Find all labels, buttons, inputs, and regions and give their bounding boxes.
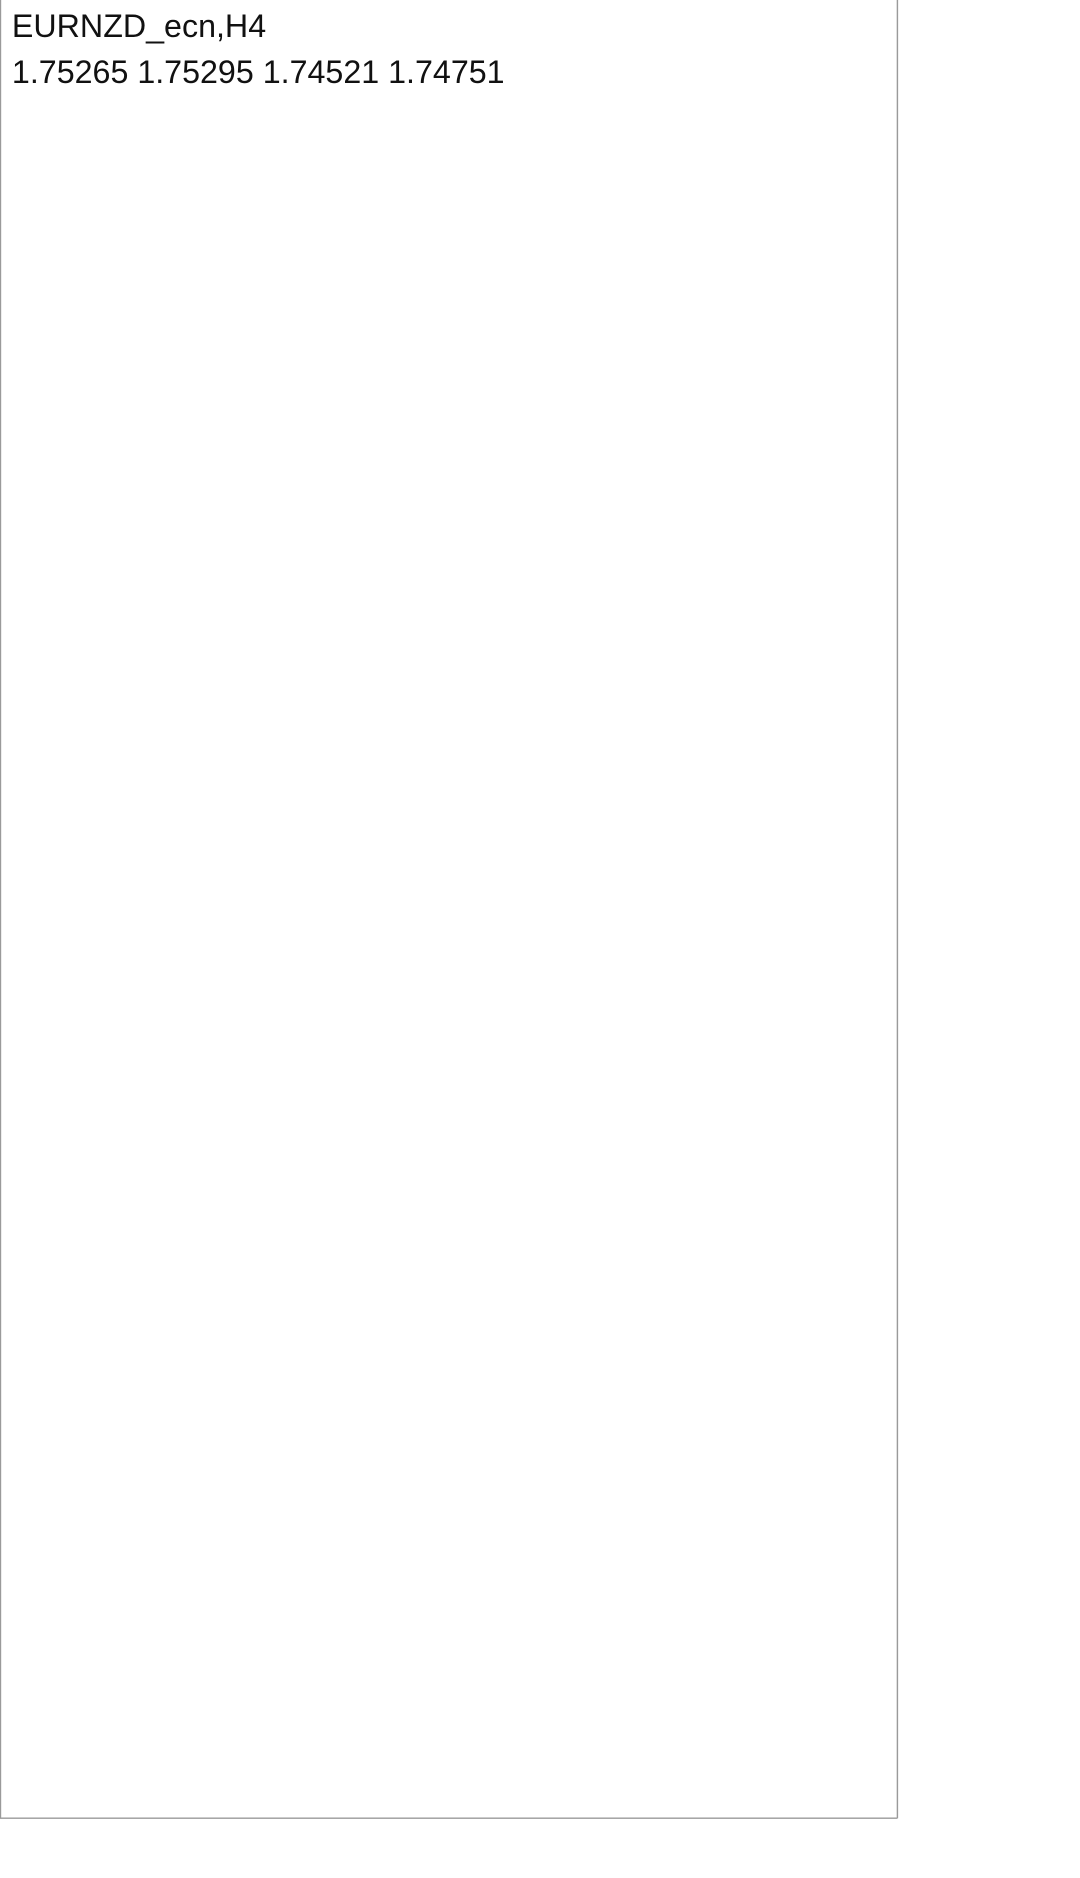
high-value: 1.75295 — [137, 54, 253, 90]
open-value: 1.75265 — [12, 54, 128, 90]
ohlc-readout: 1.75265 1.75295 1.74521 1.74751 — [12, 54, 505, 90]
low-value: 1.74521 — [263, 54, 379, 90]
close-value: 1.74751 — [388, 54, 504, 90]
chart-title: EURNZD_ecn,H4 — [12, 8, 266, 44]
